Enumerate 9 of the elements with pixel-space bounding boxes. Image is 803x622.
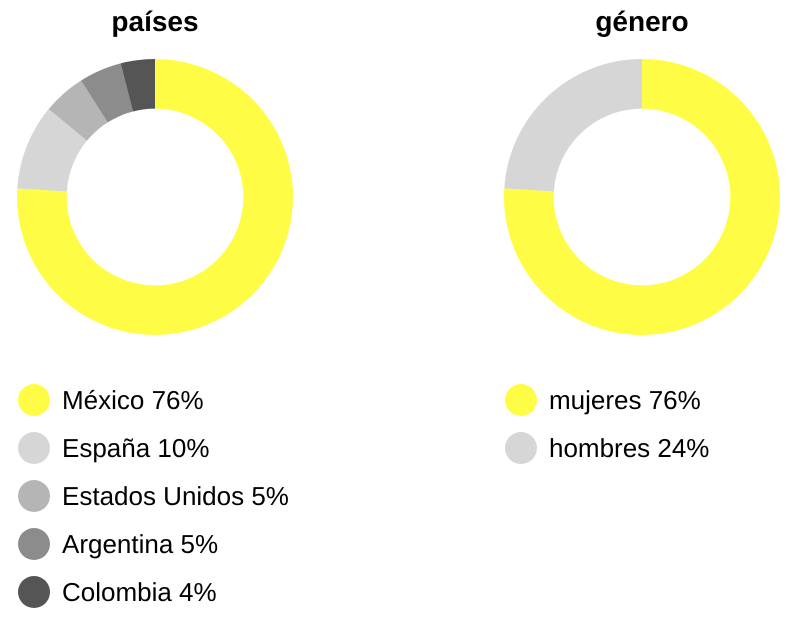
legend-label: Estados Unidos 5%: [62, 480, 289, 512]
legend-label: España 10%: [62, 432, 210, 464]
legend-label: México 76%: [62, 384, 204, 416]
legend-label: Argentina 5%: [62, 528, 218, 560]
legend-label: hombres 24%: [549, 432, 710, 464]
legend-label: Colombia 4%: [62, 576, 217, 608]
chart-title: género: [594, 6, 690, 38]
chart-title: países: [110, 6, 200, 38]
legend-label: mujeres 76%: [549, 384, 701, 416]
